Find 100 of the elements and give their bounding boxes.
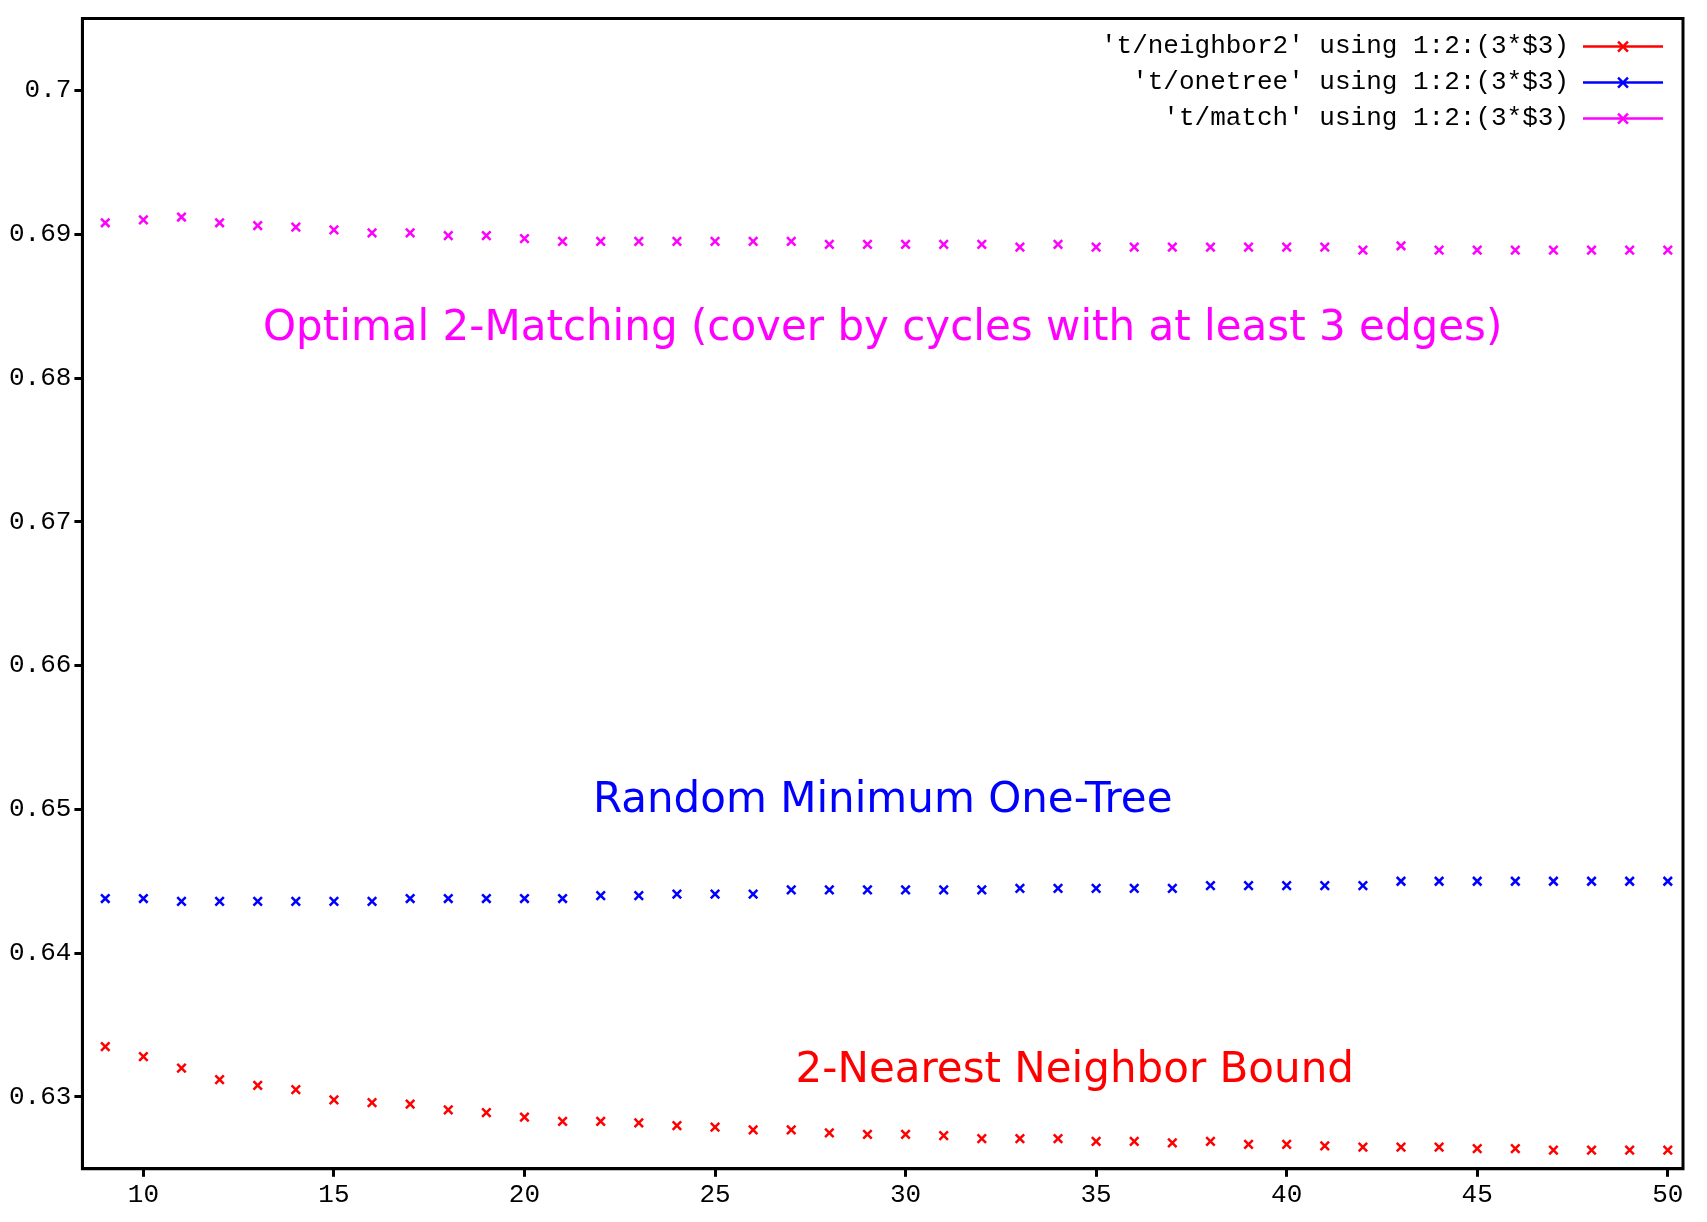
- point: [1586, 875, 1598, 887]
- point: [900, 1128, 912, 1140]
- point: [1204, 241, 1216, 253]
- point: [1281, 880, 1293, 892]
- y-tick-label: 0.65: [8, 794, 72, 825]
- point: [1433, 244, 1445, 256]
- y-tick-label: 0.67: [8, 506, 72, 537]
- point: [1319, 1140, 1331, 1152]
- x-tick-label: 45: [1461, 1180, 1493, 1211]
- point: [328, 895, 340, 907]
- y-tick-label: 0.66: [8, 650, 72, 681]
- point: [480, 230, 492, 242]
- point: [328, 224, 340, 236]
- point: [1014, 1133, 1026, 1145]
- point: [1319, 241, 1331, 253]
- point: [1128, 882, 1140, 894]
- point: [747, 888, 759, 900]
- point: [1166, 241, 1178, 253]
- point: [747, 235, 759, 247]
- point: [633, 890, 645, 902]
- point: [633, 235, 645, 247]
- point: [1090, 241, 1102, 253]
- point: [99, 1041, 111, 1053]
- point: [518, 893, 530, 904]
- point: [1586, 1144, 1598, 1156]
- point: [1586, 244, 1598, 256]
- x-tick-label: 20: [508, 1180, 541, 1211]
- y-tick-label: 0.63: [8, 1081, 72, 1112]
- point: [214, 895, 226, 907]
- y-tick-label: 0.64: [8, 938, 72, 969]
- point: [404, 893, 416, 904]
- point: [747, 1124, 759, 1136]
- point: [1547, 1144, 1559, 1156]
- point: [823, 1127, 835, 1139]
- point: [99, 893, 111, 904]
- point: [1433, 875, 1445, 887]
- point: [252, 220, 264, 232]
- point: [176, 1062, 187, 1074]
- point: [671, 235, 683, 247]
- point: [976, 238, 988, 250]
- y-tick-label: 0.68: [8, 362, 72, 393]
- point: [1509, 1143, 1521, 1155]
- legend-label: 't/match' using 1:2:(3*$3): [1163, 103, 1569, 134]
- point: [861, 238, 873, 250]
- point: [1128, 1135, 1140, 1147]
- legend-label: 't/neighbor2' using 1:2:(3*$3): [1100, 31, 1569, 62]
- point: [518, 1111, 530, 1123]
- annotation: Random Minimum One-Tree: [592, 772, 1173, 822]
- point: [1624, 244, 1636, 256]
- point: [1357, 880, 1369, 892]
- point: [442, 230, 454, 242]
- annotation: Optimal 2-Matching (cover by cycles with at least 3 edges): [263, 301, 1503, 351]
- point: [1166, 882, 1178, 894]
- point: [176, 211, 187, 223]
- point: [1243, 241, 1255, 253]
- point: [1166, 1137, 1178, 1149]
- point: [214, 217, 226, 229]
- y-tick-label: 0.69: [8, 219, 72, 250]
- point: [328, 1094, 340, 1106]
- point: [595, 235, 607, 247]
- point: [442, 1104, 454, 1116]
- point: [557, 1115, 569, 1127]
- point: [1395, 875, 1407, 887]
- point: [1662, 244, 1674, 256]
- point: [1281, 241, 1293, 253]
- point: [99, 217, 111, 229]
- point: [671, 1120, 683, 1132]
- point: [595, 890, 607, 902]
- point: [404, 1098, 416, 1110]
- x-tick-label: 15: [318, 1180, 350, 1211]
- point: [1662, 1144, 1674, 1156]
- point: [1624, 1144, 1636, 1156]
- x-tick-label: 50: [1652, 1180, 1684, 1211]
- point: [976, 884, 988, 896]
- point: [1357, 244, 1369, 256]
- point: [366, 895, 378, 907]
- point: [709, 888, 721, 900]
- point: [1547, 244, 1559, 256]
- point: [900, 884, 912, 896]
- point: [252, 1079, 264, 1091]
- point: [709, 1121, 721, 1133]
- point: [671, 888, 683, 900]
- point: [1662, 875, 1674, 887]
- point: [823, 238, 835, 250]
- point: [1281, 1138, 1293, 1150]
- point: [1395, 240, 1407, 252]
- point: [176, 895, 187, 907]
- point: [557, 893, 569, 904]
- point: [1204, 1135, 1216, 1147]
- point: [1319, 880, 1331, 892]
- point: [1357, 1141, 1369, 1153]
- point: [1204, 880, 1216, 892]
- annotation: 2-Nearest Neighbor Bound: [795, 1042, 1354, 1092]
- point: [1052, 238, 1064, 250]
- point: [938, 1130, 950, 1142]
- point: [1090, 1135, 1102, 1147]
- point: [861, 884, 873, 896]
- point: [1624, 875, 1636, 887]
- point: [366, 227, 378, 239]
- point: [290, 1084, 302, 1096]
